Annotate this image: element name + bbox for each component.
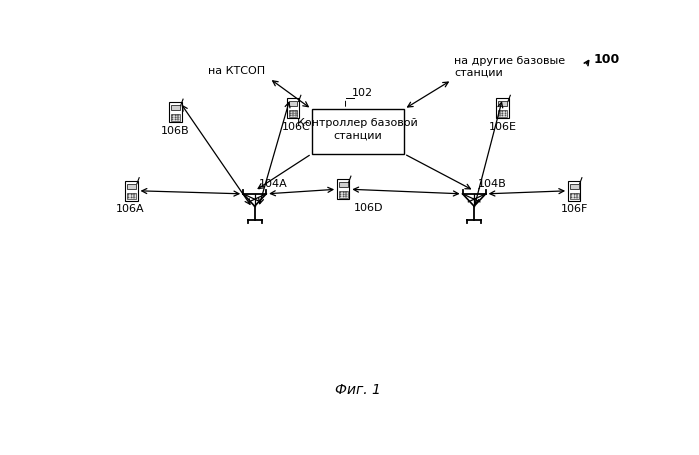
Bar bbox=[570, 184, 579, 189]
Bar bbox=[505, 114, 506, 115]
Bar bbox=[295, 116, 296, 117]
Bar bbox=[128, 194, 129, 195]
Bar bbox=[574, 194, 575, 195]
Bar bbox=[171, 115, 180, 121]
Bar bbox=[570, 193, 579, 200]
Bar bbox=[502, 116, 503, 117]
Bar bbox=[178, 118, 179, 119]
Bar bbox=[290, 114, 291, 115]
Bar bbox=[172, 118, 173, 119]
Bar bbox=[127, 193, 136, 200]
Text: 104A: 104A bbox=[259, 178, 287, 188]
Text: 106F: 106F bbox=[561, 204, 588, 214]
Bar bbox=[502, 112, 503, 113]
Text: 106E: 106E bbox=[489, 121, 517, 131]
Bar bbox=[574, 198, 575, 199]
Bar bbox=[178, 120, 179, 121]
Bar bbox=[292, 114, 294, 115]
Bar bbox=[571, 194, 572, 195]
Bar bbox=[172, 120, 173, 121]
Bar bbox=[496, 99, 509, 119]
Bar bbox=[289, 102, 298, 107]
Bar bbox=[131, 194, 132, 195]
Bar bbox=[169, 103, 182, 123]
Bar bbox=[502, 114, 503, 115]
Bar bbox=[340, 192, 341, 193]
Bar bbox=[498, 102, 507, 107]
Text: 106A: 106A bbox=[115, 204, 144, 214]
Bar bbox=[175, 118, 176, 119]
Bar bbox=[171, 106, 180, 111]
Text: 104B: 104B bbox=[478, 178, 507, 188]
Bar bbox=[339, 192, 347, 198]
Bar bbox=[312, 110, 404, 155]
Bar bbox=[343, 192, 344, 193]
Bar bbox=[340, 195, 341, 196]
Bar bbox=[134, 196, 135, 197]
Bar bbox=[134, 194, 135, 195]
Bar bbox=[576, 196, 577, 197]
Bar bbox=[175, 116, 176, 117]
Text: Фиг. 1: Фиг. 1 bbox=[335, 383, 381, 397]
Text: 106B: 106B bbox=[161, 125, 189, 135]
Bar bbox=[505, 112, 506, 113]
Bar bbox=[339, 183, 347, 188]
Bar bbox=[571, 196, 572, 197]
Bar bbox=[134, 198, 135, 199]
Bar bbox=[337, 180, 350, 200]
Bar bbox=[292, 116, 294, 117]
Bar bbox=[128, 198, 129, 199]
Bar bbox=[568, 182, 580, 202]
Text: на КТСОП: на КТСОП bbox=[208, 66, 266, 76]
Bar bbox=[576, 198, 577, 199]
Bar bbox=[343, 195, 344, 196]
Bar bbox=[505, 116, 506, 117]
Text: 100: 100 bbox=[593, 53, 620, 66]
Bar bbox=[127, 184, 136, 189]
Bar bbox=[499, 114, 500, 115]
Bar bbox=[131, 196, 132, 197]
Bar bbox=[498, 111, 507, 117]
Bar bbox=[499, 116, 500, 117]
Bar bbox=[175, 120, 176, 121]
Bar bbox=[125, 182, 138, 202]
Bar bbox=[295, 114, 296, 115]
Text: 106C: 106C bbox=[282, 121, 310, 131]
Bar bbox=[499, 112, 500, 113]
Bar bbox=[289, 111, 298, 117]
Bar bbox=[128, 196, 129, 197]
Text: Контроллер базовой
станции: Контроллер базовой станции bbox=[298, 117, 418, 141]
Bar bbox=[172, 116, 173, 117]
Bar bbox=[345, 192, 347, 193]
Bar bbox=[292, 112, 294, 113]
Bar bbox=[290, 116, 291, 117]
Bar bbox=[345, 195, 347, 196]
Bar bbox=[574, 196, 575, 197]
Bar bbox=[571, 198, 572, 199]
Bar bbox=[290, 112, 291, 113]
Bar bbox=[295, 112, 296, 113]
Bar bbox=[131, 198, 132, 199]
Text: 106D: 106D bbox=[354, 202, 384, 212]
Bar bbox=[287, 99, 299, 119]
Text: 102: 102 bbox=[352, 88, 373, 98]
Bar bbox=[576, 194, 577, 195]
Text: на другие базовые
станции: на другие базовые станции bbox=[454, 56, 565, 78]
Bar bbox=[178, 116, 179, 117]
